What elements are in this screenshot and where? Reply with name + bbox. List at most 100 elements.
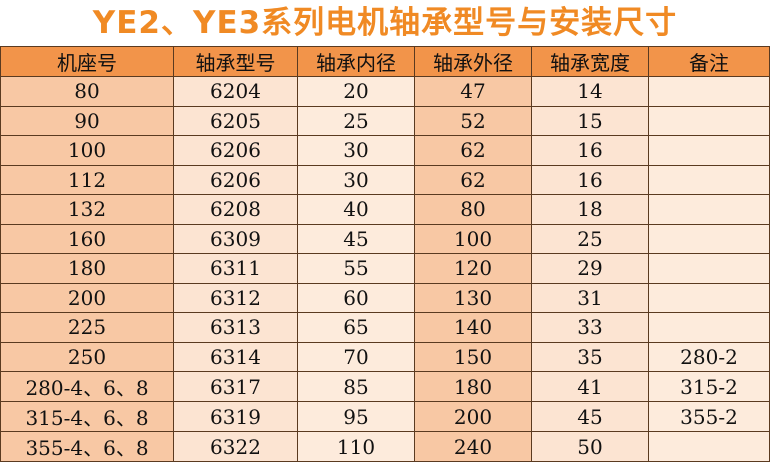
column-header: 轴承宽度 — [531, 46, 649, 77]
table-cell: 20 — [297, 76, 415, 107]
table-row: 315-4、6、8 6319 95 200 45 355-2 — [0, 401, 770, 432]
table-cell — [648, 194, 770, 225]
table-cell: 6322 — [173, 431, 298, 462]
table-cell: 45 — [297, 223, 415, 254]
table-cell: 6311 — [173, 253, 298, 284]
column-header: 机座号 — [0, 46, 174, 77]
table-cell: 150 — [414, 341, 532, 372]
column-header: 轴承型号 — [173, 46, 298, 77]
table-cell: 240 — [414, 431, 532, 462]
table-cell — [648, 431, 770, 462]
bearing-table: 机座号 轴承型号 轴承内径 轴承外径 轴承宽度 备注 80 6204 20 47 14 90 6205… — [0, 46, 770, 462]
table-cell: 16 — [531, 135, 649, 166]
table-cell: 80 — [0, 76, 174, 107]
table-cell: 30 — [297, 135, 415, 166]
table-cell — [648, 135, 770, 166]
table-cell: 315-4、6、8 — [0, 401, 174, 432]
table-cell: 132 — [0, 194, 174, 225]
table-cell: 45 — [531, 401, 649, 432]
table-cell: 55 — [297, 253, 415, 284]
table-cell: 14 — [531, 76, 649, 107]
table-row: 200 6312 60 130 31 — [0, 282, 770, 313]
table-cell: 41 — [531, 371, 649, 402]
table-cell: 95 — [297, 401, 415, 432]
table-cell: 6309 — [173, 223, 298, 254]
table-cell: 120 — [414, 253, 532, 284]
table-cell: 6312 — [173, 282, 298, 313]
table-cell: 280-2 — [648, 341, 770, 372]
table-cell: 18 — [531, 194, 649, 225]
table-row: 100 6206 30 62 16 — [0, 135, 770, 166]
table-row: 132 6208 40 80 18 — [0, 194, 770, 225]
table-cell: 70 — [297, 341, 415, 372]
table-cell: 31 — [531, 282, 649, 313]
table-cell: 25 — [531, 223, 649, 254]
table-cell: 355-4、6、8 — [0, 431, 174, 462]
table-cell: 33 — [531, 312, 649, 343]
table-cell: 15 — [531, 105, 649, 136]
table-cell: 6319 — [173, 401, 298, 432]
table-row: 90 6205 25 52 15 — [0, 105, 770, 136]
table-cell: 6206 — [173, 164, 298, 195]
table-cell: 315-2 — [648, 371, 770, 402]
table-body: 80 6204 20 47 14 90 6205 25 52 15 100 6206 30 62 16 112… — [0, 76, 770, 462]
column-header: 轴承外径 — [414, 46, 532, 77]
table-row: 225 6313 65 140 33 — [0, 312, 770, 343]
table-cell: 60 — [297, 282, 415, 313]
table-cell: 25 — [297, 105, 415, 136]
table-cell — [648, 253, 770, 284]
table-cell: 62 — [414, 135, 532, 166]
table-cell: 16 — [531, 164, 649, 195]
table-cell: 52 — [414, 105, 532, 136]
table-cell — [648, 164, 770, 195]
table-cell: 160 — [0, 223, 174, 254]
table-row: 180 6311 55 120 29 — [0, 253, 770, 284]
table-cell: 180 — [0, 253, 174, 284]
table-cell: 100 — [414, 223, 532, 254]
table-row: 80 6204 20 47 14 — [0, 76, 770, 107]
table-cell: 6206 — [173, 135, 298, 166]
table-row: 160 6309 45 100 25 — [0, 223, 770, 254]
table-cell: 62 — [414, 164, 532, 195]
table-cell: 6205 — [173, 105, 298, 136]
table-cell: 6204 — [173, 76, 298, 107]
table-cell: 112 — [0, 164, 174, 195]
table-cell: 200 — [414, 401, 532, 432]
table-cell — [648, 223, 770, 254]
table-cell: 35 — [531, 341, 649, 372]
page-title: YE2、YE3系列电机轴承型号与安装尺寸 — [92, 5, 678, 41]
table-cell — [648, 282, 770, 313]
table-cell: 80 — [414, 194, 532, 225]
table-cell: 6317 — [173, 371, 298, 402]
table-cell: 250 — [0, 341, 174, 372]
table-cell: 40 — [297, 194, 415, 225]
table-cell: 29 — [531, 253, 649, 284]
table-cell: 6313 — [173, 312, 298, 343]
table-cell: 225 — [0, 312, 174, 343]
table-cell: 6314 — [173, 341, 298, 372]
table-cell: 6208 — [173, 194, 298, 225]
column-header: 备注 — [648, 46, 770, 77]
table-cell: 50 — [531, 431, 649, 462]
table-cell — [648, 312, 770, 343]
table-cell: 30 — [297, 164, 415, 195]
table-cell: 130 — [414, 282, 532, 313]
table-cell: 90 — [0, 105, 174, 136]
table-cell: 65 — [297, 312, 415, 343]
table-cell: 355-2 — [648, 401, 770, 432]
table-cell — [648, 76, 770, 107]
table-row: 280-4、6、8 6317 85 180 41 315-2 — [0, 371, 770, 402]
table-cell: 100 — [0, 135, 174, 166]
column-header: 轴承内径 — [297, 46, 415, 77]
table-cell: 280-4、6、8 — [0, 371, 174, 402]
header-row: 机座号 轴承型号 轴承内径 轴承外径 轴承宽度 备注 — [0, 46, 770, 77]
table-cell: 47 — [414, 76, 532, 107]
table-cell: 110 — [297, 431, 415, 462]
table-row: 250 6314 70 150 35 280-2 — [0, 341, 770, 372]
table-row: 112 6206 30 62 16 — [0, 164, 770, 195]
table-cell: 85 — [297, 371, 415, 402]
table-cell — [648, 105, 770, 136]
table-cell: 200 — [0, 282, 174, 313]
table-cell: 140 — [414, 312, 532, 343]
